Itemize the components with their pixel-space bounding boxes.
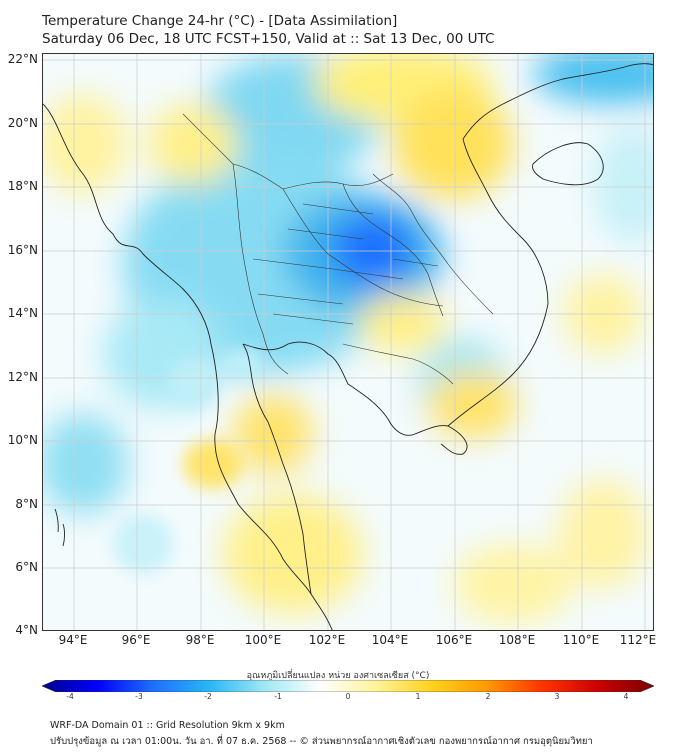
cool-region-northeast — [533, 54, 653, 104]
lat-label-8n: 8°N — [15, 497, 38, 511]
colorbar-tick-3: 3 — [554, 692, 560, 701]
warm-region-southeast — [453, 544, 573, 624]
lon-label-96e: 96°E — [121, 633, 151, 647]
chart-title: Temperature Change 24-hr (°C) - [Data As… — [42, 12, 494, 48]
lat-label-22n: 22°N — [7, 52, 38, 66]
warm-region-bay — [43, 94, 128, 194]
title-line-2: Saturday 06 Dec, 18 UTC FCST+150, Valid … — [42, 31, 495, 47]
province-lines — [252, 203, 439, 325]
colorbar — [42, 680, 654, 692]
cool-spot-gulf — [223, 349, 263, 379]
warm-region-south — [223, 494, 363, 614]
peninsula-east-coast — [242, 343, 312, 595]
colorbar-tick-4: 4 — [623, 692, 629, 701]
title-line-1: Temperature Change 24-hr (°C) - [Data As… — [42, 13, 398, 29]
colorbar-title: อุณหภูมิเปลี่ยนแปลง หน่วย องศาเซลเซียส (… — [246, 671, 430, 681]
east-coastline — [447, 63, 653, 427]
border-segment-6 — [342, 343, 454, 385]
lat-label-6n: 6°N — [15, 560, 38, 574]
colorbar-tick-0: 0 — [345, 692, 351, 701]
lon-label-94e: 94°E — [58, 633, 88, 647]
footer-credit: ปรับปรุงข้อมูล ณ เวลา 01:00น. วัน อา. ที… — [50, 736, 593, 747]
colorbar-tick-neg2: -2 — [204, 692, 212, 701]
cool-spot-andaman — [168, 359, 218, 409]
lon-label-102e: 102°E — [308, 633, 346, 647]
border-segment-4 — [342, 183, 444, 317]
colorbar-bar — [42, 680, 654, 692]
lat-label-10n: 10°N — [7, 433, 38, 447]
warm-region-myanmar — [148, 104, 238, 184]
lon-label-104e: 104°E — [371, 633, 409, 647]
cool-spot-southwest — [113, 514, 173, 574]
coastlines — [43, 63, 653, 630]
andaman-islands — [54, 508, 65, 547]
colorbar-ticks: -4 -3 -2 -1 0 1 2 3 4 — [42, 692, 654, 706]
hainan-island — [532, 142, 604, 186]
colorbar-tick-neg4: -4 — [66, 692, 74, 701]
warm-region-far-southeast — [558, 479, 648, 589]
lon-label-110e: 110°E — [562, 633, 600, 647]
lon-label-100e: 100°E — [244, 633, 282, 647]
gulf-coastline — [242, 341, 468, 455]
west-coastline — [43, 103, 333, 630]
lat-label-16n: 16°N — [7, 243, 38, 257]
lon-label-106e: 106°E — [435, 633, 473, 647]
colorbar-tick-1: 1 — [415, 692, 421, 701]
lon-label-112e: 112°E — [619, 633, 657, 647]
colorbar-tick-2: 2 — [485, 692, 491, 701]
lat-label-18n: 18°N — [7, 179, 38, 193]
border-segment-5 — [372, 173, 494, 315]
lat-label-4n: 4°N — [15, 623, 38, 637]
graticule — [43, 54, 653, 630]
map-panel — [42, 53, 654, 631]
footer-model-info: WRF-DA Domain 01 :: Grid Resolution 9km … — [50, 720, 285, 731]
border-segment-2 — [232, 163, 289, 375]
lon-label-98e: 98°E — [185, 633, 215, 647]
cool-region-east — [593, 124, 653, 244]
border-segment-3 — [282, 188, 444, 307]
lat-label-12n: 12°N — [7, 370, 38, 384]
cool-core — [333, 214, 413, 284]
warm-region-northeast — [393, 89, 513, 199]
warm-spot-andaman — [183, 439, 243, 489]
admin-borders — [182, 113, 494, 385]
colorbar-tick-neg1: -1 — [274, 692, 282, 701]
cool-region-west — [43, 414, 128, 514]
warm-region-cambodia — [358, 294, 448, 354]
lon-label-108e: 108°E — [498, 633, 536, 647]
lat-label-14n: 14°N — [7, 306, 38, 320]
border-segment-1 — [182, 113, 394, 190]
warm-region-delta — [428, 369, 518, 439]
temperature-anomaly-detail — [113, 349, 263, 574]
lat-label-20n: 20°N — [7, 116, 38, 130]
colorbar-tick-neg3: -3 — [135, 692, 143, 701]
temperature-field-map — [43, 54, 653, 630]
